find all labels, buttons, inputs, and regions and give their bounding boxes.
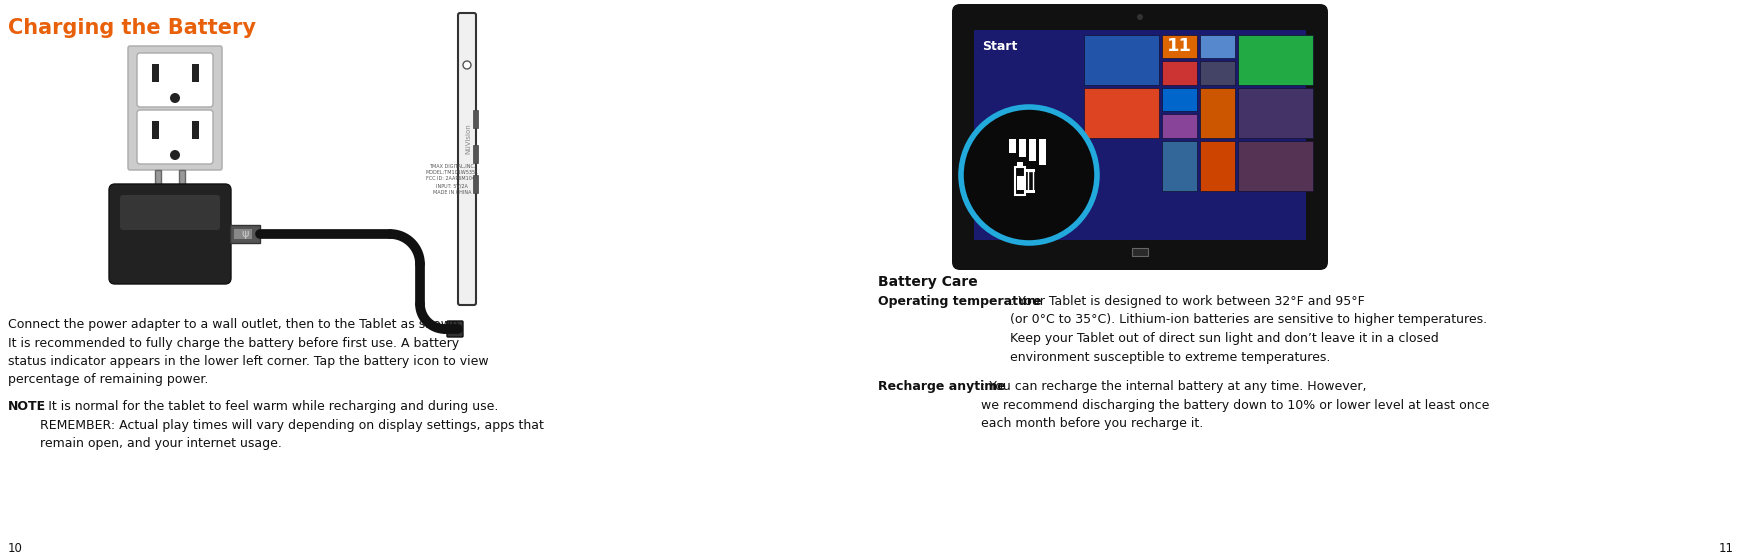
- Bar: [1030, 139, 1036, 161]
- FancyBboxPatch shape: [138, 53, 213, 107]
- FancyBboxPatch shape: [138, 110, 213, 164]
- Circle shape: [463, 61, 470, 69]
- Text: Start: Start: [982, 40, 1017, 53]
- Bar: [1200, 35, 1235, 58]
- Bar: [1016, 167, 1024, 195]
- Bar: [152, 64, 159, 82]
- FancyBboxPatch shape: [110, 184, 232, 284]
- Text: Recharge anytime: Recharge anytime: [878, 380, 1005, 393]
- Bar: [974, 30, 1306, 240]
- Text: 10: 10: [9, 542, 23, 553]
- Bar: [1017, 176, 1024, 190]
- Bar: [1200, 61, 1235, 85]
- Bar: [1162, 88, 1197, 111]
- Bar: [1200, 88, 1235, 138]
- Bar: [192, 121, 199, 139]
- Bar: [1028, 171, 1033, 191]
- Bar: [1019, 139, 1026, 157]
- Text: Connect the power adapter to a wall outlet, then to the Tablet as shown.
It is r: Connect the power adapter to a wall outl…: [9, 318, 488, 387]
- Bar: [179, 170, 185, 192]
- Bar: [152, 121, 159, 139]
- Circle shape: [171, 150, 179, 160]
- Circle shape: [1138, 14, 1143, 20]
- Bar: [1239, 35, 1313, 85]
- Circle shape: [171, 93, 179, 103]
- Text: Battery Care: Battery Care: [878, 275, 977, 289]
- Text: 11: 11: [1719, 542, 1733, 553]
- Bar: [1026, 190, 1035, 193]
- Text: : It is normal for the tablet to feel warm while recharging and during use.
REME: : It is normal for the tablet to feel wa…: [40, 400, 544, 450]
- Bar: [474, 175, 477, 193]
- Bar: [192, 64, 199, 82]
- Text: 11: 11: [1167, 37, 1192, 55]
- Circle shape: [962, 107, 1097, 243]
- FancyBboxPatch shape: [127, 46, 221, 170]
- Bar: [1084, 88, 1158, 138]
- FancyBboxPatch shape: [120, 195, 219, 230]
- Bar: [474, 110, 477, 128]
- FancyBboxPatch shape: [458, 13, 476, 305]
- Bar: [1162, 141, 1197, 191]
- Bar: [474, 145, 477, 163]
- Bar: [233, 229, 253, 239]
- Text: ψ: ψ: [242, 229, 249, 239]
- Text: Operating temperature: Operating temperature: [878, 295, 1042, 308]
- Text: TMAX DIGITAL,INC.
MODEL:TM101W535L
FCC ID: 2AAP6M1042
INPUT: 5V/2A
MADE IN CHINA: TMAX DIGITAL,INC. MODEL:TM101W535L FCC I…: [425, 163, 479, 195]
- Bar: [1026, 169, 1035, 172]
- Bar: [1084, 35, 1158, 85]
- Bar: [1239, 88, 1313, 138]
- Bar: [1239, 141, 1313, 191]
- Bar: [1009, 139, 1016, 153]
- Bar: [1162, 61, 1197, 85]
- Bar: [1162, 114, 1197, 138]
- Bar: [1017, 162, 1023, 167]
- Text: : Your Tablet is designed to work between 32°F and 95°F
(or 0°C to 35°C). Lithiu: : Your Tablet is designed to work betwee…: [1010, 295, 1488, 363]
- Text: NüVision: NüVision: [465, 124, 470, 154]
- Bar: [1038, 139, 1045, 165]
- Bar: [230, 225, 260, 243]
- Text: NOTE: NOTE: [9, 400, 45, 413]
- Text: : You can recharge the internal battery at any time. However,
we recommend disch: : You can recharge the internal battery …: [981, 380, 1489, 430]
- FancyBboxPatch shape: [951, 4, 1327, 270]
- Bar: [1132, 248, 1148, 256]
- FancyBboxPatch shape: [448, 321, 463, 337]
- Bar: [1162, 35, 1197, 58]
- Bar: [1200, 141, 1235, 191]
- Bar: [155, 170, 160, 192]
- Text: Charging the Battery: Charging the Battery: [9, 18, 256, 38]
